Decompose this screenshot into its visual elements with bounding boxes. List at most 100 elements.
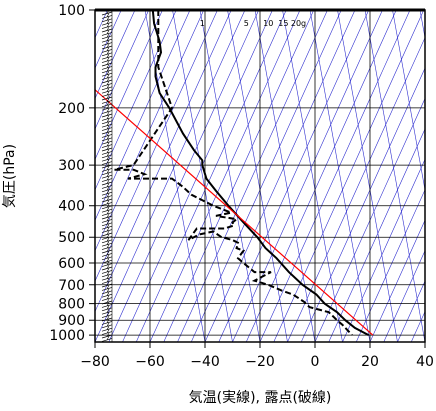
isotherm-line <box>135 10 287 342</box>
wind-barb-flag <box>106 74 110 79</box>
wind-barb-flag <box>106 336 110 341</box>
isotherm-line <box>95 10 163 161</box>
wind-barb-flag <box>106 268 110 273</box>
isotherm-line <box>397 280 425 342</box>
isotherm-line <box>355 189 425 342</box>
wind-barb-flag <box>106 207 110 211</box>
wind-barb-flag <box>106 145 110 150</box>
isotherm-line <box>95 10 136 100</box>
wind-barb-flag <box>106 125 110 130</box>
wind-barb-flag <box>106 47 110 52</box>
wind-barb-flag <box>106 186 110 191</box>
wind-barb-flag <box>106 193 110 198</box>
wind-barb-flag <box>106 169 110 174</box>
wind-barb-flag <box>106 315 110 320</box>
isotherm-line <box>342 158 425 342</box>
y-tick-label: 600 <box>58 256 85 272</box>
y-tick-label: 100 <box>58 3 85 19</box>
y-tick-label: 900 <box>58 313 85 329</box>
y-tick-label: 500 <box>58 230 85 246</box>
adiabat-line <box>144 10 206 342</box>
isotherm-line <box>287 36 425 342</box>
wind-barb-flag <box>106 37 110 41</box>
wind-barb-flag <box>106 292 110 296</box>
wind-barb-flag <box>106 326 110 330</box>
wind-barb-flag <box>106 241 110 245</box>
wind-barb-flag <box>106 84 110 89</box>
wind-barb-flag <box>106 30 110 35</box>
adiabat-line <box>392 10 425 192</box>
wind-barb-flag <box>106 108 110 113</box>
wind-barb-flag <box>106 329 110 334</box>
wind-barb-flag <box>106 275 110 279</box>
adiabat-line <box>364 10 425 342</box>
wind-barb-flag <box>106 298 110 303</box>
isotherm-line <box>190 10 342 342</box>
mixing-ratio-label: 20g <box>291 19 306 28</box>
mixing-ratio-label: 10 <box>263 19 273 28</box>
isotherm-line <box>95 10 122 69</box>
wind-barb-flag <box>106 203 110 208</box>
y-tick-label: 400 <box>58 199 85 215</box>
wind-barb-flag <box>106 234 110 239</box>
x-tick-label: −20 <box>245 354 275 370</box>
wind-barb-flag <box>106 94 110 99</box>
isotherm-line <box>204 10 356 342</box>
wind-barb-flag <box>106 210 110 215</box>
y-tick-label: 800 <box>58 297 85 313</box>
x-tick-label: −80 <box>80 354 110 370</box>
wind-barb-flag <box>106 261 110 266</box>
y-tick-label: 1000 <box>49 328 85 344</box>
wind-barb-flag <box>106 295 110 300</box>
mixing-ratio-label: 5 <box>244 19 249 28</box>
wind-barb-flag <box>106 213 110 218</box>
adiabat-line <box>337 10 398 342</box>
isotherm-line <box>95 10 205 252</box>
isotherm-line <box>95 10 191 221</box>
wind-barb-flag <box>106 281 110 286</box>
wind-barb-flag <box>106 54 110 58</box>
wind-barb-flag <box>106 254 110 259</box>
x-axis-label: 気温(実線), 露点(破線) <box>189 390 332 406</box>
wind-barb-flag <box>106 33 110 38</box>
wind-barb-flag <box>106 57 110 62</box>
isotherm-line <box>122 10 273 342</box>
wind-barb-flag <box>106 156 110 160</box>
adiabat-line <box>227 10 288 342</box>
wind-barb-flag <box>106 105 110 109</box>
wind-barb-flag <box>106 200 110 205</box>
y-tick-label: 200 <box>58 101 85 117</box>
adiabat-line <box>199 10 261 342</box>
wind-barb-flag <box>106 196 110 201</box>
wind-barb-flag <box>106 50 110 55</box>
wind-barb-flag <box>106 312 110 317</box>
wind-barb-flag <box>106 309 110 313</box>
wind-barb-flag <box>106 152 110 157</box>
wind-barb-flag <box>106 132 110 137</box>
isotherm-line <box>108 10 260 342</box>
x-axis: −80 −60 −40 −20 0 20 40 <box>80 342 434 370</box>
data-series <box>95 10 374 336</box>
adiabat-line <box>282 10 343 342</box>
wind-barb-flag <box>106 115 110 120</box>
isotherm-line <box>328 128 425 342</box>
wind-barb-flag <box>106 332 110 337</box>
wind-barb-flag <box>106 166 110 171</box>
isotherm-line <box>383 249 425 342</box>
wind-barb-flag <box>106 23 110 28</box>
isotherm-line <box>232 10 383 342</box>
wind-barb-flag <box>106 244 110 249</box>
wind-barb-flag <box>106 77 110 82</box>
wind-barb-flag <box>106 288 110 293</box>
wind-barb-flag <box>106 319 110 324</box>
wind-barb-flag <box>106 278 110 283</box>
x-tick-label: 40 <box>416 354 434 370</box>
wind-barb-flag <box>106 159 110 164</box>
isotherm-line <box>163 10 315 342</box>
wind-barb-flag <box>106 220 110 225</box>
wind-barb-flag <box>106 264 110 269</box>
dewpoint-line <box>114 10 353 336</box>
adiabat-line <box>172 10 233 342</box>
wind-barb-flag <box>106 122 110 126</box>
